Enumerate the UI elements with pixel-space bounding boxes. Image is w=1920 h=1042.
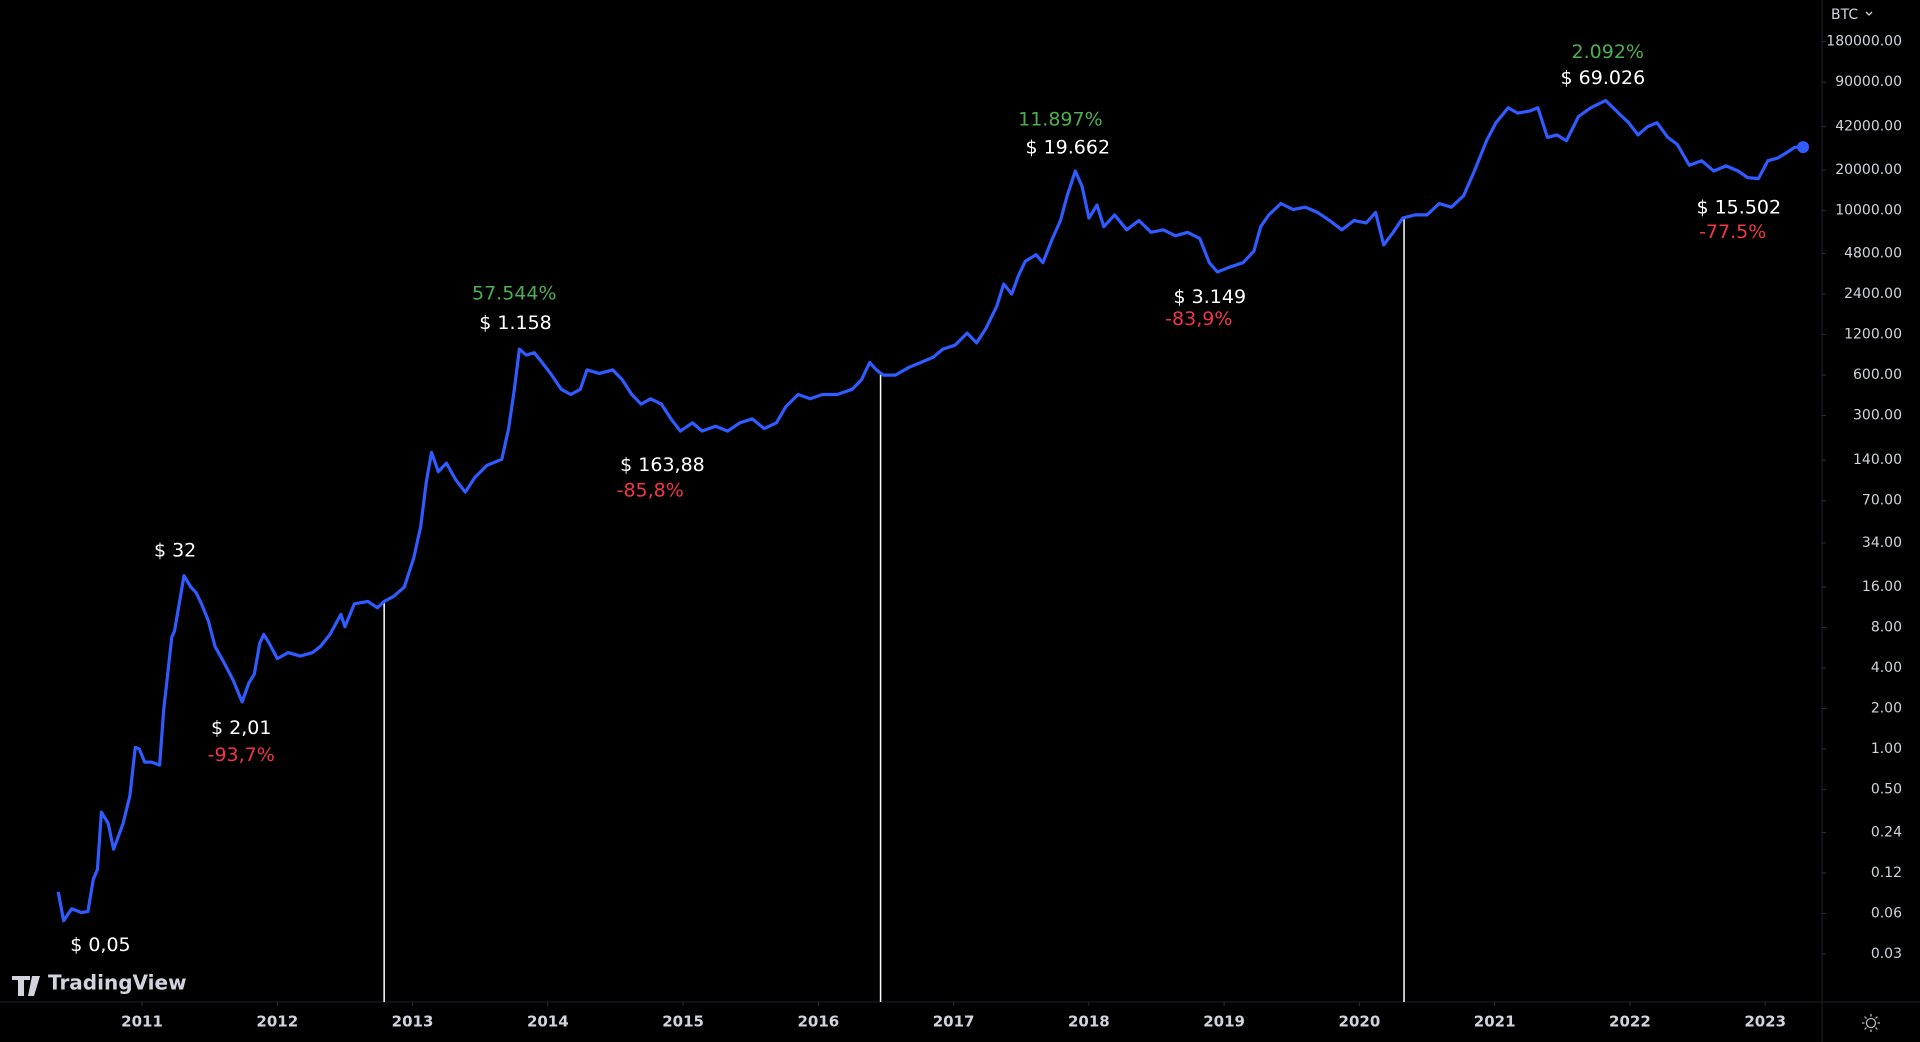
last-price-dot — [1797, 141, 1810, 154]
x-tick-label: 2019 — [1203, 1013, 1245, 1031]
y-tick-label: 10000.00 — [1835, 203, 1902, 219]
settings-icon[interactable] — [1862, 1014, 1880, 1032]
symbol-chevron[interactable] — [1865, 11, 1873, 16]
x-tick-label: 2011 — [121, 1013, 163, 1031]
annotation: $ 0,05 — [70, 934, 130, 956]
annotation: -77.5% — [1699, 221, 1766, 243]
annotation: 2.092% — [1572, 41, 1644, 63]
y-tick-label: 16.00 — [1862, 579, 1902, 595]
annotation: 11.897% — [1018, 109, 1103, 131]
y-tick-label: 2400.00 — [1844, 286, 1902, 302]
y-tick-label: 180000.00 — [1826, 34, 1902, 50]
y-tick-label: 600.00 — [1853, 367, 1902, 383]
annotation: $ 19.662 — [1025, 137, 1110, 159]
symbol-label[interactable]: BTC — [1831, 7, 1858, 23]
logo-text[interactable]: TradingView — [48, 971, 187, 995]
y-tick-label: 2.00 — [1871, 701, 1902, 717]
y-tick-label: 0.06 — [1871, 905, 1902, 921]
x-tick-label: 2020 — [1339, 1013, 1381, 1031]
y-tick-label: 70.00 — [1862, 493, 1902, 509]
x-tick-label: 2018 — [1068, 1013, 1110, 1031]
annotation: $ 15.502 — [1696, 197, 1781, 219]
annotation: $ 32 — [154, 540, 196, 562]
annotation: $ 2,01 — [211, 717, 271, 739]
annotation: -85,8% — [617, 480, 684, 502]
y-tick-label: 1.00 — [1871, 741, 1902, 757]
y-tick-label: 0.12 — [1871, 865, 1902, 881]
y-tick-label: 42000.00 — [1835, 119, 1902, 135]
annotation: $ 1.158 — [479, 312, 552, 334]
settings-icon-core[interactable] — [1865, 1017, 1877, 1029]
annotation: 57.544% — [472, 282, 557, 304]
y-tick-label: 0.24 — [1871, 824, 1902, 840]
x-tick-label: 2012 — [256, 1013, 298, 1031]
y-tick-label: 0.50 — [1871, 782, 1902, 798]
x-tick-label: 2016 — [797, 1013, 839, 1031]
y-tick-label: 300.00 — [1853, 408, 1902, 424]
x-tick-label: 2023 — [1744, 1013, 1786, 1031]
y-tick-label: 4800.00 — [1844, 246, 1902, 262]
y-tick-label: 0.03 — [1871, 946, 1902, 962]
y-tick-label: 8.00 — [1871, 619, 1902, 635]
y-tick-label: 20000.00 — [1835, 162, 1902, 178]
y-tick-label: 140.00 — [1853, 452, 1902, 468]
x-tick-label: 2013 — [392, 1013, 434, 1031]
annotation: $ 3.149 — [1174, 286, 1247, 308]
x-tick-label: 2021 — [1474, 1013, 1516, 1031]
y-tick-label: 90000.00 — [1835, 74, 1902, 90]
x-tick-label: 2014 — [527, 1013, 569, 1031]
x-tick-label: 2015 — [662, 1013, 704, 1031]
annotation: $ 69.026 — [1561, 67, 1646, 89]
annotation: -93,7% — [208, 744, 275, 766]
settings-icon-rays[interactable] — [1862, 1014, 1880, 1032]
y-tick-label: 34.00 — [1862, 535, 1902, 551]
price-line — [56, 98, 1804, 923]
annotation: -83,9% — [1165, 308, 1232, 330]
x-tick-label: 2022 — [1609, 1013, 1651, 1031]
y-tick-label: 4.00 — [1871, 660, 1902, 676]
x-tick-label: 2017 — [933, 1013, 975, 1031]
logo-icon[interactable] — [12, 976, 40, 996]
annotation: $ 163,88 — [620, 454, 705, 476]
y-tick-label: 1200.00 — [1844, 327, 1902, 343]
tradingview-logo[interactable]: TradingView — [12, 971, 187, 997]
